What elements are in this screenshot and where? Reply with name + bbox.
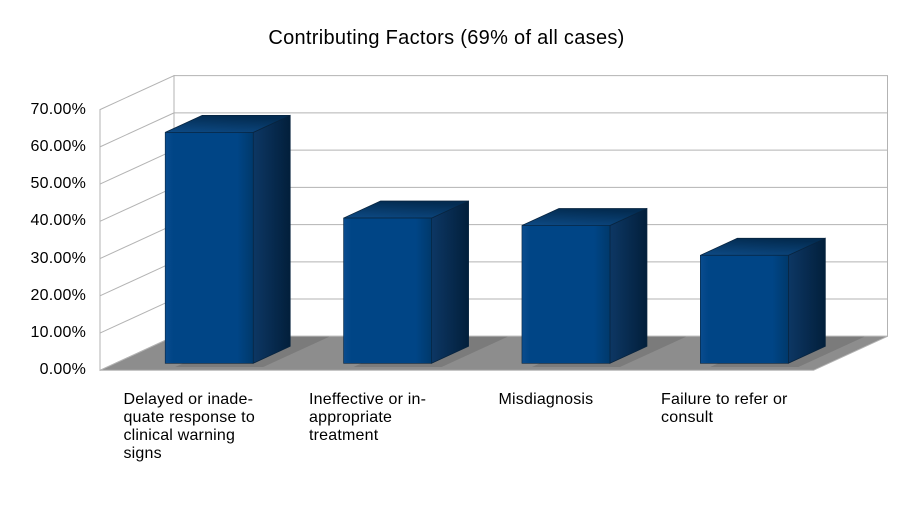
- category-label-line: clinical warning: [123, 427, 236, 444]
- category-label-line: signs: [123, 445, 162, 462]
- y-axis-label: 10.00%: [30, 324, 86, 342]
- category-label: Failure to refer or consult: [661, 391, 788, 427]
- category-label-line: Ineffective or in-: [308, 391, 427, 408]
- bar-0-front-face: [164, 132, 254, 364]
- category-label-line: Failure to refer or: [661, 391, 788, 408]
- category-label-line: appropriate: [308, 409, 393, 426]
- category-label-line: Delayed or inade-: [123, 391, 254, 408]
- bar-2-front-face: [521, 225, 611, 364]
- bar-3-front-face: [700, 255, 789, 364]
- y-axis-label: 20.00%: [30, 286, 86, 304]
- y-axis-label: 70.00%: [30, 100, 86, 118]
- gridline-left-wall: [99, 149, 175, 185]
- gridline-left-wall: [99, 186, 175, 222]
- chart-title: Contributing Factors (69% of all cases): [268, 27, 625, 49]
- gridline-left-wall: [99, 112, 175, 148]
- y-axis-label: 40.00%: [30, 212, 86, 230]
- category-label-line: consult: [661, 409, 714, 426]
- category-label: Delayed or inade-quate response to clinic…: [123, 391, 255, 463]
- category-label: Ineffective or in-appropriate treatment: [309, 391, 426, 445]
- y-axis-label: 60.00%: [30, 137, 86, 155]
- gridline-left-wall: [99, 298, 175, 334]
- bar-1-front-face: [343, 217, 432, 364]
- gridline-left-wall: [99, 261, 175, 297]
- gridline-left-wall: [99, 224, 175, 260]
- y-axis: 0.00% 10.00% 20.00% 30.00% 40.00% 50.00% 60.00…: [0, 0, 88, 510]
- y-axis-label: 0.00%: [39, 361, 86, 379]
- category-label: Misdiagnosis: [498, 391, 593, 409]
- category-label-line: quate response to: [123, 409, 255, 426]
- y-axis-label: 50.00%: [30, 175, 86, 193]
- category-label-line: treatment: [308, 427, 379, 444]
- y-axis-label: 30.00%: [30, 249, 86, 267]
- category-label-line: Misdiagnosis: [498, 391, 594, 408]
